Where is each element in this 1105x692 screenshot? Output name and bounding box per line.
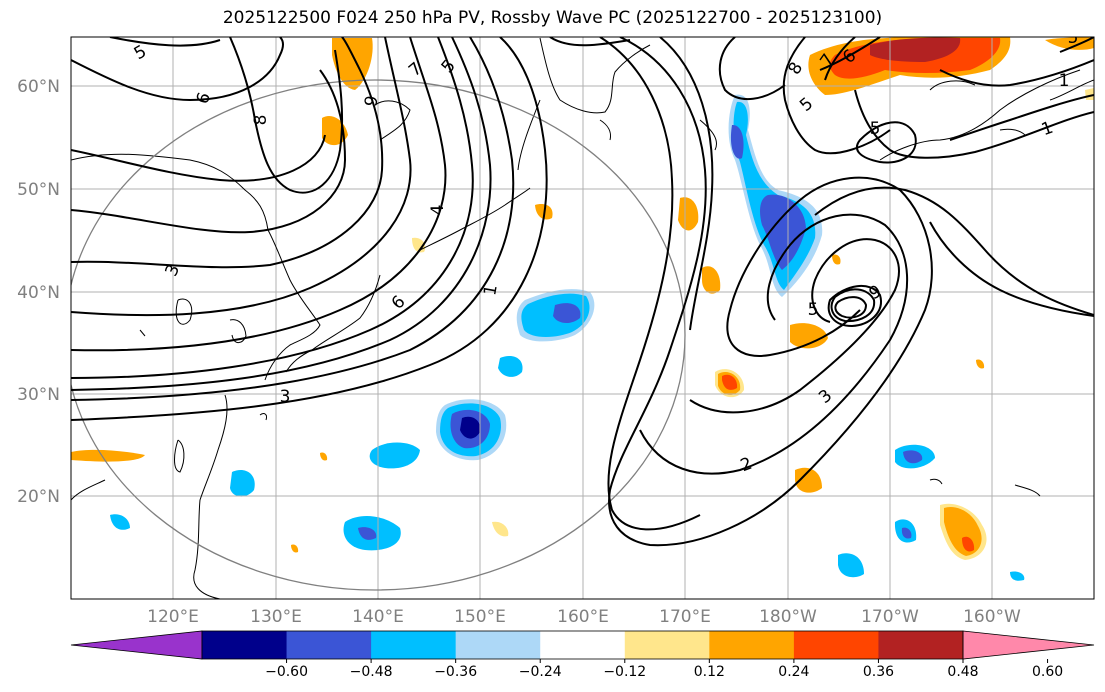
colorbar-tick-label: −0.48 — [350, 664, 393, 680]
lat-label-60n: 60°N — [17, 77, 60, 97]
lat-label-20n: 20°N — [17, 487, 60, 507]
lat-label-40n: 40°N — [17, 283, 60, 303]
contour-label: 4 — [428, 205, 448, 216]
colorbar-segment — [793, 631, 879, 659]
contour-label: 5 — [1068, 28, 1079, 48]
contour-label: 3 — [815, 386, 836, 408]
blue-shade-140e — [369, 442, 420, 469]
contour-label: 6 — [193, 90, 215, 107]
contour-labels: 5 6 8 7 5 9 4 3 6 1 3 8 7 6 5 5 5 9 3 2 … — [131, 28, 1079, 476]
colorbar-segment — [540, 631, 626, 659]
colorbar-segment — [286, 631, 372, 659]
colorbar-tick-label: 0.24 — [778, 664, 809, 680]
positive-anomaly-shading — [71, 37, 1094, 560]
contour-label: 8 — [251, 115, 271, 126]
contour-label: 3 — [280, 387, 291, 407]
contour-label: 5 — [870, 119, 881, 139]
contour-label: 5 — [438, 56, 460, 77]
colorbar-segment — [878, 631, 964, 659]
map-panel: 5 6 8 7 5 9 4 3 6 1 3 8 7 6 5 5 5 9 3 2 … — [71, 28, 1094, 599]
negative-anomaly-shading — [110, 94, 1025, 581]
lon-label-150e: 150°E — [454, 607, 506, 627]
colorbar-tick-label: 0.36 — [863, 664, 894, 680]
lon-label-170w: 170°W — [861, 607, 919, 627]
contour-label: 1 — [1039, 118, 1056, 140]
pv-contours — [71, 37, 1094, 547]
lon-label-160w: 160°W — [963, 607, 1021, 627]
lon-label-170e: 170°E — [659, 607, 711, 627]
colorbar-segment — [455, 631, 541, 659]
colorbar-extend-min — [70, 630, 203, 660]
colorbar-segment — [371, 631, 457, 659]
colorbar-segment — [202, 631, 288, 659]
lon-label-180w: 180°W — [759, 607, 817, 627]
contour-label: 9 — [361, 94, 383, 108]
colorbar-tick-label: 0.48 — [947, 664, 978, 680]
graticule — [71, 37, 1094, 599]
colorbar-tick-label: 0.60 — [1032, 664, 1063, 680]
colorbar-tick-label: 0.12 — [694, 664, 725, 680]
colorbar-tick-label: −0.12 — [603, 664, 646, 680]
reference-circle — [71, 79, 686, 591]
coastlines — [71, 37, 1094, 599]
colorbar-segment — [624, 631, 710, 659]
colorbar-tick-label: −0.60 — [265, 664, 308, 680]
lat-label-50n: 50°N — [17, 180, 60, 200]
colorbar-segment — [709, 631, 795, 659]
colorbar: −0.60 −0.48 −0.36 −0.24 −0.12 0.12 0.24 0.36 0.4… — [70, 630, 1095, 680]
colorbar-outline — [201, 630, 964, 660]
colorbar-extend-max — [962, 630, 1095, 660]
contour-label: 5 — [131, 41, 150, 64]
contour-label: 9 — [866, 281, 885, 304]
contour-label: 5 — [808, 300, 819, 320]
lon-label-120e: 120°E — [147, 607, 199, 627]
longitude-axis: 120°E 130°E 140°E 150°E 160°E 170°E 180°… — [147, 607, 1021, 627]
map-frame — [70, 36, 1095, 600]
colorbar-tick-label: −0.36 — [434, 664, 477, 680]
lon-label-130e: 130°E — [250, 607, 302, 627]
lon-label-140e: 140°E — [352, 607, 404, 627]
lat-label-30n: 30°N — [17, 385, 60, 405]
contour-label: 1 — [1059, 71, 1070, 91]
latitude-axis: 60°N 50°N 40°N 30°N 20°N — [17, 77, 60, 507]
lon-label-160e: 160°E — [557, 607, 609, 627]
contour-label: 1 — [480, 283, 502, 297]
colorbar-tick-label: −0.24 — [519, 664, 562, 680]
contour-label: 5 — [796, 94, 817, 116]
map-title: 2025122500 F024 250 hPa PV, Rossby Wave … — [222, 8, 883, 28]
